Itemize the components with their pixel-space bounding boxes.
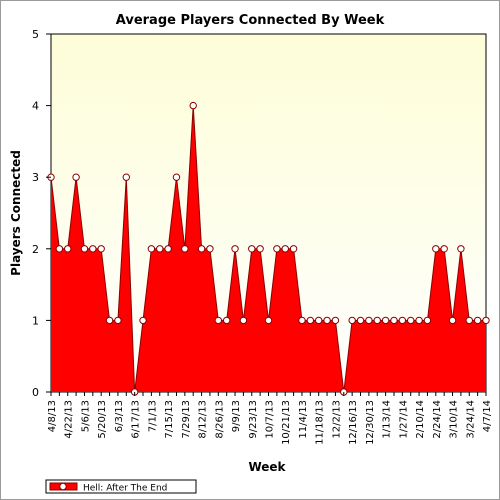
data-point [89,245,97,253]
data-point [356,316,365,325]
data-point [457,245,465,253]
data-point [214,316,223,325]
data-point [256,245,264,253]
data-point [398,316,407,325]
y-tick-label: 4 [32,100,39,113]
data-point [239,316,248,325]
data-point [331,316,340,325]
data-point [323,316,331,325]
data-point [423,316,432,325]
y-tick-label: 5 [32,28,39,41]
x-tick-label: 2/10/14 [415,400,426,439]
y-tick-label: 0 [32,386,39,399]
data-point [440,245,448,253]
y-tick-label: 2 [32,243,39,256]
x-tick-label: 11/18/13 [315,400,326,445]
data-point [114,316,122,325]
data-point [314,316,323,325]
x-axis-label: Week [248,460,286,474]
data-point [432,245,440,253]
x-tick-label: 7/1/13 [147,400,158,432]
data-point [231,245,239,253]
x-tick-label: 5/6/13 [80,400,91,432]
data-point [390,316,398,325]
data-point [80,245,89,253]
x-tick-label: 4/7/14 [482,400,493,432]
x-tick-label: 1/27/14 [398,400,409,439]
x-tick-label: 9/9/13 [231,400,242,432]
data-point [373,316,381,325]
x-tick-label: 4/8/13 [47,400,58,432]
x-tick-label: 8/12/13 [198,400,209,439]
data-point [273,245,281,253]
data-point [381,316,390,325]
data-point [348,316,356,325]
data-point [298,316,306,325]
data-point [97,245,105,253]
x-tick-label: 1/13/14 [382,400,393,439]
legend: Hell: After The End [45,479,197,494]
data-point [64,245,72,253]
data-point [248,245,256,253]
y-tick-label: 3 [32,171,39,184]
data-point [365,316,373,325]
data-point [264,316,273,325]
data-point [181,245,189,253]
legend-box [45,479,197,494]
x-tick-label: 12/30/13 [365,400,376,445]
x-tick-label: 2/24/14 [432,400,443,439]
x-tick-label: 5/20/13 [97,400,108,439]
data-point [407,316,415,325]
data-point [306,316,315,325]
data-point [415,316,423,325]
x-tick-label: 7/29/13 [181,400,192,439]
data-point [164,245,172,253]
x-tick-label: 6/17/13 [131,400,142,439]
data-point [189,101,197,110]
data-point [122,173,130,181]
data-point [147,245,156,253]
x-tick-label: 3/10/14 [449,400,460,439]
x-tick-label: 12/2/13 [331,400,342,439]
data-point [206,245,214,253]
data-point [139,316,147,325]
data-point [222,316,231,325]
legend-marker [59,482,67,491]
data-point [156,245,164,253]
chart-title: Average Players Connected By Week [116,13,385,28]
data-point [197,245,206,253]
data-point [72,173,80,181]
data-point [289,245,298,253]
x-tick-label: 10/21/13 [281,400,292,445]
x-tick-label: 12/16/13 [348,400,359,445]
data-point [448,316,457,325]
x-tick-label: 6/3/13 [114,400,125,432]
x-tick-label: 3/24/14 [465,400,476,439]
y-tick-label: 1 [32,314,39,327]
data-point [465,316,473,325]
data-point [482,316,490,325]
data-point [55,245,64,253]
x-tick-label: 4/22/13 [64,400,75,439]
x-tick-label: 8/26/13 [214,400,225,439]
x-tick-label: 7/15/13 [164,400,175,439]
data-point [281,245,289,253]
legend-label: Hell: After The End [83,484,167,494]
data-point [473,316,482,325]
x-tick-label: 11/4/13 [298,400,309,439]
x-tick-label: 9/23/13 [248,400,259,439]
x-tick-label: 10/7/13 [265,400,276,439]
y-axis-label: Players Connected [9,150,23,276]
data-point [172,173,181,181]
data-point [105,316,114,325]
